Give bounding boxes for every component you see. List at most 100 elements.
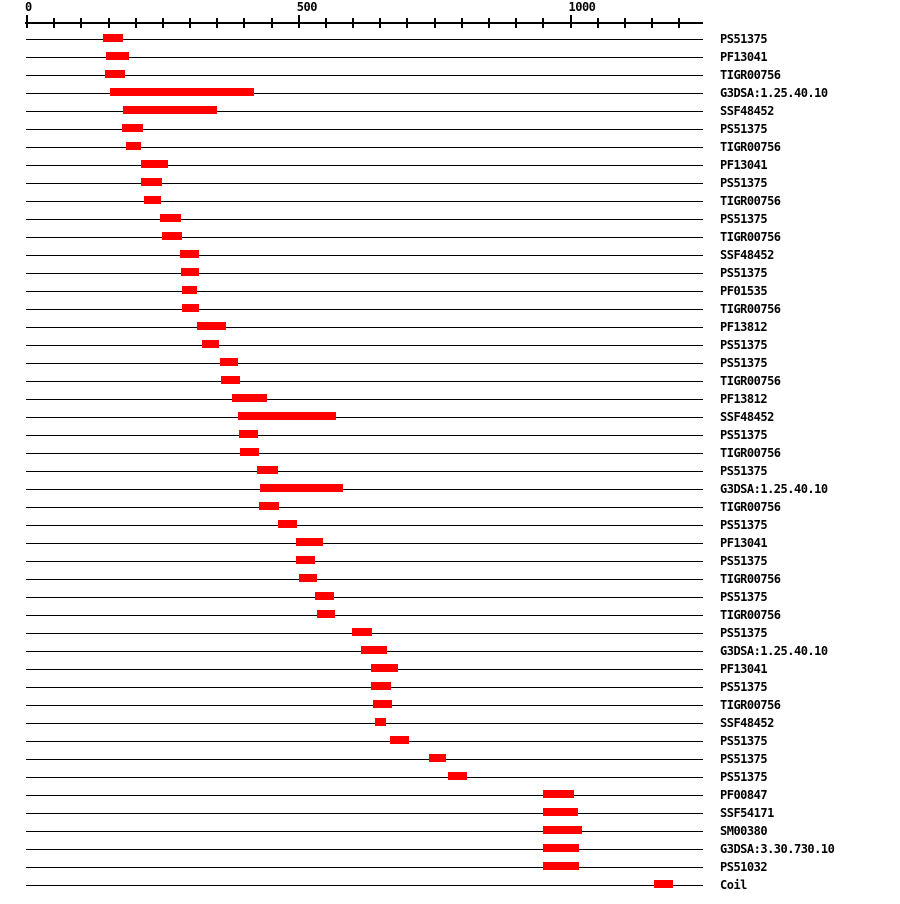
sequence-line (26, 57, 703, 58)
row-label: TIGR00756 (720, 446, 781, 460)
sequence-line (26, 741, 703, 742)
row-label: SM00380 (720, 824, 768, 838)
axis-tick-minor (352, 18, 355, 28)
sequence-line (26, 237, 703, 238)
sequence-line (26, 525, 703, 526)
row-label: PS51375 (720, 338, 768, 352)
row-label: SSF48452 (720, 104, 774, 118)
sequence-line (26, 453, 703, 454)
axis-tick-minor (324, 18, 327, 28)
domain-bar (296, 556, 315, 564)
axis-tick-minor (270, 18, 273, 28)
row-label: PS51375 (720, 428, 768, 442)
row-label: SSF54171 (720, 806, 774, 820)
row-label: SSF48452 (720, 410, 774, 424)
axis-tick-minor (134, 18, 137, 28)
axis-tick-minor (406, 18, 409, 28)
row-label: SSF48452 (720, 248, 774, 262)
axis-tick-label: 1000 (568, 0, 596, 14)
axis-tick-minor (488, 18, 490, 28)
domain-bar (260, 484, 344, 492)
domain-bar (371, 682, 391, 690)
domain-bar (448, 772, 467, 780)
row-label: PS51375 (720, 680, 768, 694)
axis-tick-label: 0 (25, 0, 32, 14)
domain-bar (180, 250, 199, 258)
row-label: G3DSA:1.25.40.10 (720, 86, 828, 100)
row-label: PS51375 (720, 32, 768, 46)
row-label: TIGR00756 (720, 374, 781, 388)
row-label: TIGR00756 (720, 68, 781, 82)
row-label: TIGR00756 (720, 500, 781, 514)
axis-tick-minor (189, 18, 191, 28)
axis-tick-minor (460, 18, 463, 28)
row-label: TIGR00756 (720, 194, 781, 208)
row-label: PF13041 (720, 50, 768, 64)
domain-bar (654, 880, 673, 888)
row-label: PS51375 (720, 518, 768, 532)
domain-bar (103, 34, 124, 42)
domain-bar (316, 610, 336, 618)
row-label: PS51375 (720, 266, 768, 280)
axis-tick-minor (216, 18, 219, 28)
domain-bar (542, 808, 579, 816)
axis-tick-minor (596, 18, 599, 28)
sequence-line (26, 129, 703, 130)
axis-tick-minor (80, 18, 83, 28)
domain-bar (295, 538, 323, 546)
axis-tick-minor (623, 18, 626, 28)
row-label: PS51375 (720, 464, 768, 478)
domain-bar (181, 304, 199, 312)
row-label: Coil (720, 878, 747, 892)
domain-bar (122, 106, 217, 114)
row-label: PS51375 (720, 590, 768, 604)
sequence-line (26, 687, 703, 688)
domain-bar (237, 412, 336, 420)
axis-tick-minor (542, 18, 545, 28)
row-label: PS51375 (720, 626, 768, 640)
row-label: SSF48452 (720, 716, 774, 730)
sequence-line (26, 849, 703, 850)
axis-tick-minor (107, 18, 110, 28)
row-label: PS51375 (720, 752, 768, 766)
sequence-line (26, 309, 703, 310)
sequence-line (26, 579, 703, 580)
sequence-line (26, 291, 703, 292)
domain-bar (160, 214, 181, 222)
row-label: PF01535 (720, 284, 768, 298)
sequence-line (26, 147, 703, 148)
sequence-line (26, 597, 703, 598)
row-label: TIGR00756 (720, 140, 781, 154)
domain-bar (370, 664, 399, 672)
sequence-line (26, 669, 703, 670)
domain-bar (196, 322, 227, 330)
domain-bar (239, 430, 258, 438)
row-label: PF13041 (720, 536, 768, 550)
sequence-line (26, 507, 703, 508)
domain-bar (141, 160, 168, 168)
domain-bar (105, 70, 125, 78)
domain-bar (542, 826, 582, 834)
row-label: PS51375 (720, 122, 768, 136)
sequence-line (26, 111, 703, 112)
domain-bar (374, 718, 386, 726)
domain-bar (360, 646, 387, 654)
row-label: TIGR00756 (720, 572, 781, 586)
sequence-line (26, 561, 703, 562)
sequence-line (26, 777, 703, 778)
domain-bar (352, 628, 373, 636)
domain-bar (390, 736, 410, 744)
axis-tick-major (569, 15, 572, 28)
domain-bar (122, 124, 143, 132)
domain-bar (219, 358, 239, 366)
sequence-line (26, 345, 703, 346)
sequence-line (26, 363, 703, 364)
sequence-line (26, 93, 703, 94)
axis-tick-label: 500 (296, 0, 318, 14)
sequence-line (26, 543, 703, 544)
row-label: PF00847 (720, 788, 768, 802)
domain-bar (239, 448, 259, 456)
sequence-line (26, 831, 703, 832)
row-label: TIGR00756 (720, 698, 781, 712)
